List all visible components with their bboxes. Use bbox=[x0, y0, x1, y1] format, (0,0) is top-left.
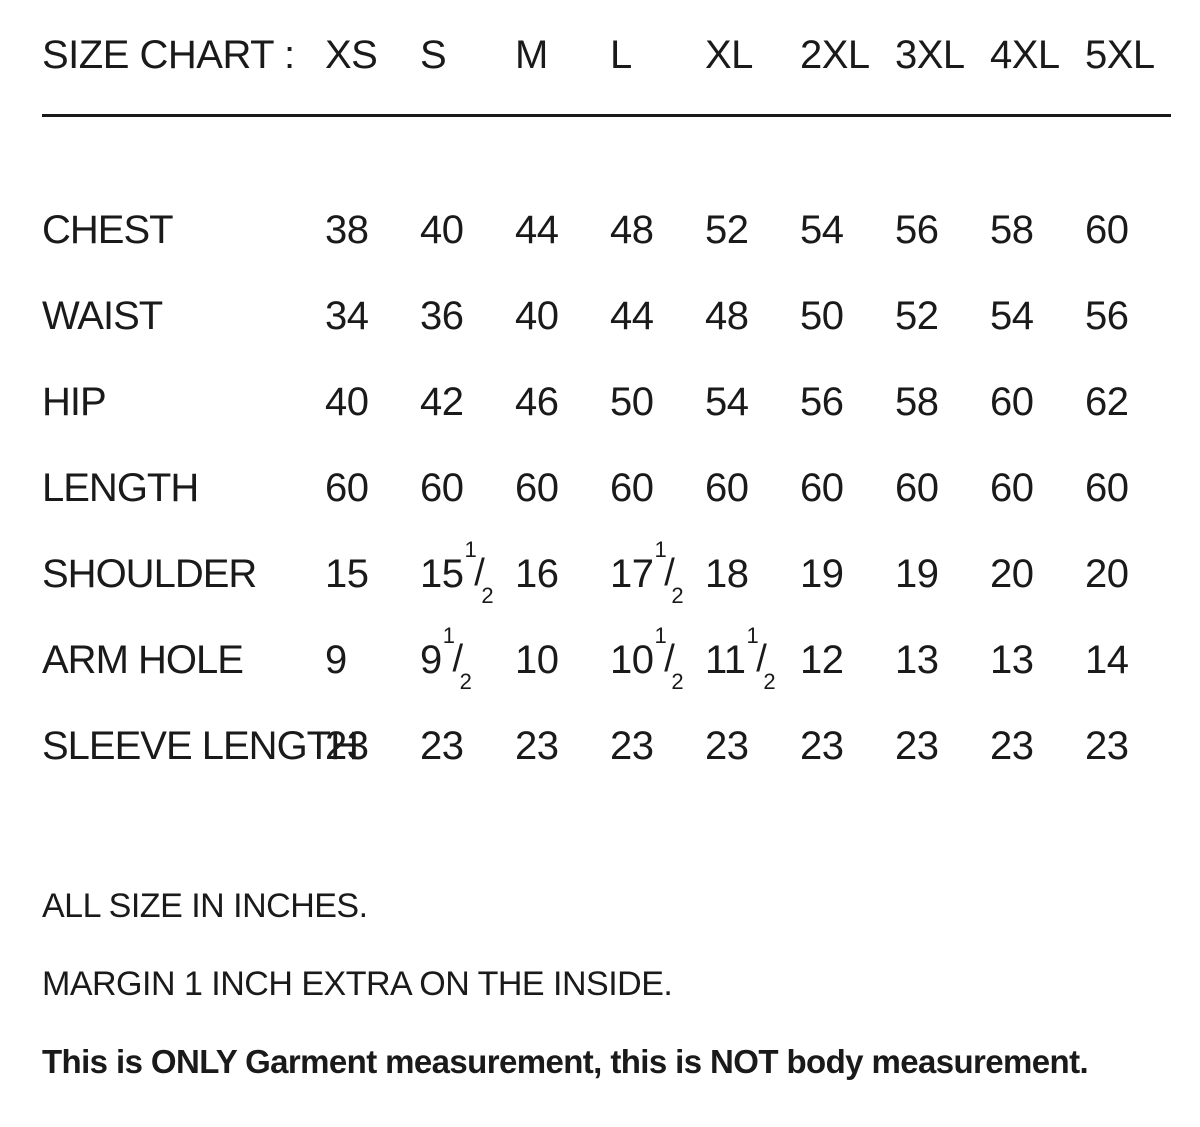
note-garment-disclaimer: This is ONLY Garment measurement, this i… bbox=[42, 1043, 1089, 1080]
measurement-value: 23 bbox=[325, 723, 369, 768]
measurement-value: 15 bbox=[325, 551, 369, 596]
size-chart-header-row: SIZE CHART : XS S M L XL 2XL 3XL 4XL 5XL bbox=[42, 26, 1170, 84]
measurement-value: 52 bbox=[705, 207, 749, 252]
size-column-header: 2XL bbox=[800, 32, 870, 77]
table-row: SLEEVE LENGTH 23 23 23 23 23 23 23 23 23 bbox=[42, 703, 1170, 789]
size-column-header: 3XL bbox=[895, 32, 965, 77]
measurement-value: 54 bbox=[990, 293, 1034, 338]
measurement-value: 60 bbox=[1085, 207, 1129, 252]
table-row: HIP 40 42 46 50 54 56 58 60 62 bbox=[42, 359, 1170, 445]
measurement-value: 46 bbox=[515, 379, 559, 424]
row-label: WAIST bbox=[42, 293, 163, 338]
measurement-value: 52 bbox=[895, 293, 939, 338]
measurement-value: 58 bbox=[895, 379, 939, 424]
measurement-value: 38 bbox=[325, 207, 369, 252]
measurement-value: 13 bbox=[990, 637, 1034, 682]
measurement-value: 23 bbox=[420, 723, 464, 768]
measurement-value: 36 bbox=[420, 293, 464, 338]
measurement-value: 23 bbox=[610, 723, 654, 768]
measurement-value: 44 bbox=[515, 207, 559, 252]
size-chart-title: SIZE CHART : bbox=[42, 32, 295, 77]
measurement-value: 40 bbox=[420, 207, 464, 252]
measurement-value: 23 bbox=[705, 723, 749, 768]
measurement-value: 10 bbox=[515, 637, 559, 682]
measurement-value: 23 bbox=[990, 723, 1034, 768]
measurement-value: 60 bbox=[325, 465, 369, 510]
row-label: ARM HOLE bbox=[42, 637, 244, 682]
measurement-value: 101/2 bbox=[610, 623, 684, 694]
measurement-value: 54 bbox=[705, 379, 749, 424]
row-label: SHOULDER bbox=[42, 551, 257, 596]
measurement-value: 42 bbox=[420, 379, 464, 424]
measurement-value: 19 bbox=[895, 551, 939, 596]
size-column-header: XL bbox=[705, 32, 753, 77]
measurement-value: 19 bbox=[800, 551, 844, 596]
measurement-value: 60 bbox=[990, 379, 1034, 424]
row-label: LENGTH bbox=[42, 465, 199, 510]
table-row: CHEST 38 40 44 48 52 54 56 58 60 bbox=[42, 187, 1170, 273]
table-row: LENGTH 60 60 60 60 60 60 60 60 60 bbox=[42, 445, 1170, 531]
measurement-value: 111/2 bbox=[705, 623, 776, 694]
row-label: SLEEVE LENGTH bbox=[42, 723, 359, 768]
header-divider-rule bbox=[42, 114, 1171, 117]
measurement-value: 151/2 bbox=[420, 537, 494, 608]
size-column-header: XS bbox=[325, 32, 378, 77]
measurement-value: 34 bbox=[325, 293, 369, 338]
measurement-value: 171/2 bbox=[610, 537, 684, 608]
measurement-value: 48 bbox=[610, 207, 654, 252]
row-label: HIP bbox=[42, 379, 107, 424]
table-row: WAIST 34 36 40 44 48 50 52 54 56 bbox=[42, 273, 1170, 359]
notes-section: ALL SIZE IN INCHES. MARGIN 1 INCH EXTRA … bbox=[42, 884, 1170, 1084]
measurement-value: 40 bbox=[515, 293, 559, 338]
table-row: SHOULDER 15 151/2 16 171/2 18 19 19 20 20 bbox=[42, 531, 1170, 617]
size-column-header: 5XL bbox=[1085, 32, 1155, 77]
size-column-header: L bbox=[610, 32, 632, 77]
measurement-value: 60 bbox=[705, 465, 749, 510]
measurement-value: 9 bbox=[325, 637, 347, 682]
measurement-value: 60 bbox=[515, 465, 559, 510]
measurement-value: 58 bbox=[990, 207, 1034, 252]
measurement-value: 50 bbox=[610, 379, 654, 424]
measurement-value: 44 bbox=[610, 293, 654, 338]
note-all-sizes-inches: ALL SIZE IN INCHES. bbox=[42, 887, 368, 925]
measurement-value: 60 bbox=[610, 465, 654, 510]
measurement-value: 13 bbox=[895, 637, 939, 682]
measurement-value: 60 bbox=[1085, 465, 1129, 510]
measurement-value: 23 bbox=[1085, 723, 1129, 768]
measurement-value: 12 bbox=[800, 637, 844, 682]
measurement-value: 56 bbox=[895, 207, 939, 252]
measurement-value: 50 bbox=[800, 293, 844, 338]
size-column-header: S bbox=[420, 32, 447, 77]
measurement-value: 60 bbox=[420, 465, 464, 510]
measurement-value: 54 bbox=[800, 207, 844, 252]
measurement-value: 62 bbox=[1085, 379, 1129, 424]
measurement-value: 20 bbox=[990, 551, 1034, 596]
measurement-value: 40 bbox=[325, 379, 369, 424]
measurement-value: 23 bbox=[895, 723, 939, 768]
size-chart-table-body: CHEST 38 40 44 48 52 54 56 58 60 WAIST 34 36 40 44 48 50… bbox=[42, 187, 1170, 789]
measurement-value: 18 bbox=[705, 551, 749, 596]
measurement-value: 56 bbox=[800, 379, 844, 424]
measurement-value: 20 bbox=[1085, 551, 1129, 596]
measurement-value: 14 bbox=[1085, 637, 1129, 682]
measurement-value: 23 bbox=[800, 723, 844, 768]
note-margin-inside: MARGIN 1 INCH EXTRA ON THE INSIDE. bbox=[42, 965, 673, 1003]
measurement-value: 60 bbox=[895, 465, 939, 510]
measurement-value: 48 bbox=[705, 293, 749, 338]
row-label: CHEST bbox=[42, 207, 174, 252]
measurement-value: 16 bbox=[515, 551, 559, 596]
table-row: ARM HOLE 9 91/2 10 101/2 111/2 12 13 13 14 bbox=[42, 617, 1170, 703]
size-column-header: M bbox=[515, 32, 548, 77]
measurement-value: 23 bbox=[515, 723, 559, 768]
size-column-header: 4XL bbox=[990, 32, 1060, 77]
measurement-value: 60 bbox=[990, 465, 1034, 510]
measurement-value: 56 bbox=[1085, 293, 1129, 338]
measurement-value: 91/2 bbox=[420, 623, 472, 694]
measurement-value: 60 bbox=[800, 465, 844, 510]
